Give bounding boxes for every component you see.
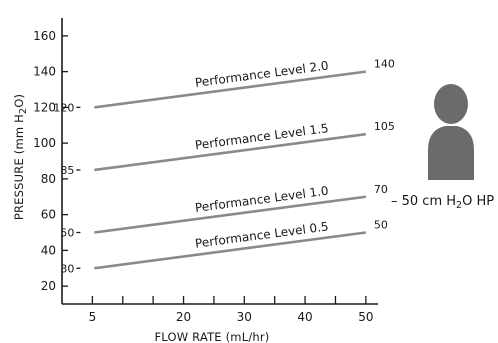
end-label-2: 70: [374, 183, 388, 196]
start-label-0: 120: [53, 101, 74, 114]
y-tick-label: 120: [33, 100, 56, 114]
y-tick-label: 80: [41, 172, 56, 186]
y-tick-label: 60: [41, 208, 56, 222]
y-tick-label: 100: [33, 136, 56, 150]
person-silhouette-icon: [428, 84, 474, 180]
y-tick-label: 160: [33, 29, 56, 43]
end-label-3: 50: [374, 219, 388, 232]
x-tick-label: 5: [89, 310, 97, 324]
axes: 20 40 60 80 100 120 140 160 5 20 30 40 50: [33, 18, 378, 324]
x-axis-title: FLOW RATE (mL/hr): [154, 330, 269, 343]
series-line-2: [94, 195, 367, 234]
y-tick-label: 140: [33, 65, 56, 79]
series-line-1: [94, 132, 367, 172]
end-label-0: 140: [374, 58, 395, 71]
y-axis-title: PRESSURE (mm H2O): [12, 94, 29, 220]
y-tick-label: 40: [41, 243, 56, 257]
series-line-3: [94, 231, 367, 270]
x-tick-label: 20: [176, 310, 191, 324]
x-tick-label: 50: [358, 310, 373, 324]
series-line-0: [94, 70, 367, 109]
x-tick-label: 40: [297, 310, 312, 324]
start-label-2: 50: [60, 227, 74, 240]
start-label-3: 30: [60, 262, 74, 275]
start-label-1: 85: [60, 164, 74, 177]
x-tick-label: 30: [237, 310, 252, 324]
end-label-1: 105: [374, 120, 395, 133]
y-tick-label: 20: [41, 279, 56, 293]
hp-annotation: – 50 cm H2O HP: [391, 194, 494, 211]
